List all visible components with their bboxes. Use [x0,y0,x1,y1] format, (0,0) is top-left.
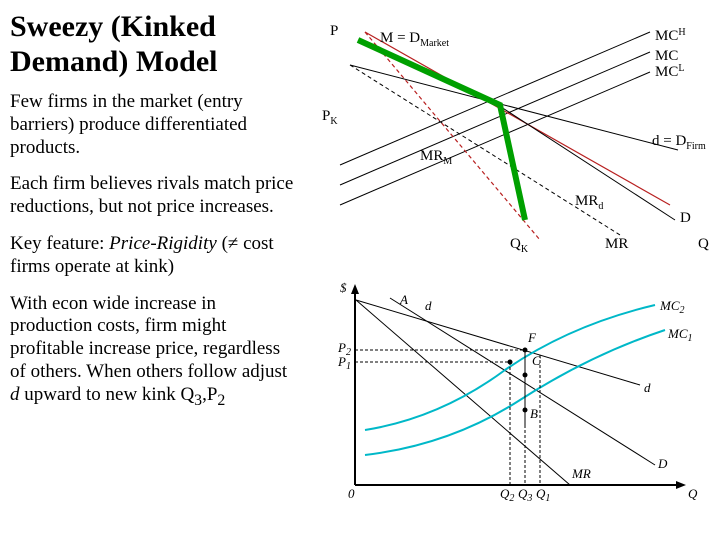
label-d: d [425,298,432,313]
top-diagram: P M = DMarket PK MRM MCH MC MCL d = DFir… [310,10,710,270]
label-Q-bot: Q [688,486,698,501]
para-3: Key feature: Price-Rigidity (≠ cost firm… [10,233,300,279]
label-B: B [530,406,538,421]
label-D-bot: D [657,456,668,471]
para-1: Few firms in the market (entry barriers)… [10,91,300,159]
para-2: Each firm believes rivals match price re… [10,173,300,219]
label-MC1: MC1 [667,326,693,344]
bottom-diagram: $ d MC2 MC1 d D MR Q 0 Q2 Q3 Q1 P2 P1 A … [310,270,710,520]
label-MR: MR [605,236,628,252]
page-title: Sweezy (Kinked Demand) Model [10,10,300,79]
label-QK: QK [510,236,529,255]
label-MC2: MC2 [659,298,685,316]
label-Q1: Q1 [536,486,550,504]
para-4: With econ wide increase in production co… [10,293,300,411]
label-Q3: Q3 [518,486,532,504]
label-C: C [532,353,541,368]
label-Q: Q [698,236,709,252]
label-MCL: MCL [655,63,684,80]
label-MR-bot: MR [571,466,591,481]
label-dollar: $ [340,280,347,295]
label-PK: PK [322,108,338,127]
label-F: F [527,330,537,345]
label-D: D [680,210,691,226]
label-P: P [330,23,338,39]
label-d2: d [644,380,651,395]
label-Q2: Q2 [500,486,514,504]
label-MC: MC [655,48,678,64]
label-MRd: MRd [575,193,603,212]
label-d-D: d = DFirm [652,133,706,152]
label-MCH: MCH [655,27,686,44]
label-zero: 0 [348,486,355,501]
label-A: A [399,292,408,307]
